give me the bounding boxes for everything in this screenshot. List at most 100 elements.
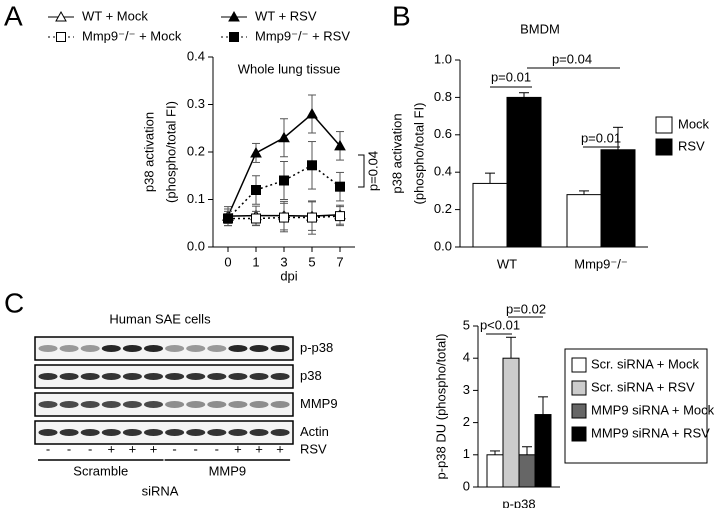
- marker: [229, 32, 239, 42]
- blot-band: [144, 429, 163, 436]
- blot-band: [186, 345, 206, 352]
- y-tick-label: 0.3: [187, 96, 205, 111]
- marker: [279, 212, 289, 223]
- lane-sign: -: [67, 441, 71, 456]
- blot-band: [101, 429, 121, 436]
- y-tick-label: 2: [463, 414, 470, 429]
- lane-sign: +: [276, 441, 284, 456]
- y-tick-label: 0: [463, 478, 470, 493]
- y-tick-label: 0.0: [434, 238, 452, 253]
- blot-band: [186, 429, 206, 436]
- blot-row-label: p38: [300, 368, 322, 383]
- x-tick-label: 1: [252, 254, 259, 269]
- blot-band: [165, 345, 185, 352]
- y-tick-label: 0.4: [434, 164, 452, 179]
- legend-label: Mock: [678, 116, 710, 131]
- annotation: p=0.01: [581, 130, 621, 145]
- blot-band: [80, 345, 100, 352]
- blot-band: [122, 401, 142, 408]
- legend-label: WT + Mock: [82, 8, 148, 23]
- legend-label: WT + RSV: [255, 8, 317, 23]
- marker: [251, 185, 261, 195]
- lane-sign: +: [108, 441, 116, 456]
- blot-row-label: Actin: [300, 424, 329, 439]
- blot-band: [101, 401, 121, 408]
- bar: [600, 149, 636, 248]
- y-tick-label: 4: [463, 350, 470, 365]
- legend-label: MMP9 siRNA + RSV: [591, 425, 710, 440]
- blot-band: [38, 429, 58, 436]
- blot-row-label: MMP9: [300, 396, 338, 411]
- blot-band: [249, 345, 269, 352]
- blot-band: [228, 345, 248, 352]
- y-tick-label: 0.4: [187, 48, 205, 63]
- marker: [278, 131, 290, 143]
- lane-sign: +: [234, 441, 242, 456]
- blot-band: [122, 373, 142, 380]
- blot-band: [249, 429, 269, 436]
- blot-band: [122, 345, 142, 352]
- blot-band: [59, 345, 79, 352]
- marker: [334, 139, 346, 151]
- x-tick-label: 7: [336, 254, 343, 269]
- bar: [502, 357, 520, 488]
- marker: [223, 213, 233, 224]
- lane-sign: +: [150, 441, 158, 456]
- lane-sign: -: [88, 441, 92, 456]
- blot-strip: [34, 392, 294, 417]
- legend-swatch: [571, 403, 587, 419]
- legend-swatch: [655, 116, 673, 134]
- blot-band: [38, 401, 58, 408]
- blot-band: [80, 429, 100, 436]
- y-axis-label: (phospho/total FI): [163, 101, 178, 203]
- annotation-bracket: [358, 154, 365, 188]
- blot-band: [59, 373, 79, 380]
- blot-strip: [34, 364, 294, 389]
- legend-swatch: [571, 426, 587, 442]
- blot-band: [38, 373, 58, 380]
- group-label: Scramble: [73, 463, 128, 478]
- annotation: p=0.04: [552, 51, 592, 66]
- blot-band: [207, 429, 227, 436]
- legend-label: Scr. siRNA + RSV: [591, 379, 695, 394]
- blot-band: [144, 401, 163, 408]
- marker: [250, 146, 262, 158]
- blot-band: [207, 401, 227, 408]
- bar: [486, 454, 504, 488]
- blot-band: [144, 373, 163, 380]
- group-axis-label: siRNA: [142, 483, 179, 498]
- blot-band: [101, 345, 121, 352]
- legend-label: Mmp9⁻/⁻ + Mock: [82, 28, 182, 43]
- lane-sign: -: [194, 441, 198, 456]
- annotation: p=0.04: [365, 151, 380, 191]
- legend-box: [564, 348, 708, 464]
- y-axis-label: p38 activation: [141, 112, 156, 192]
- marker: [56, 32, 66, 42]
- x-tick-label: WT: [497, 256, 517, 271]
- lane-sign: +: [129, 441, 137, 456]
- blot-band: [144, 345, 163, 352]
- y-tick-label: 0.2: [434, 201, 452, 216]
- lane-sign: -: [172, 441, 176, 456]
- y-tick-label: 0.8: [434, 89, 452, 104]
- y-tick-label: 3: [463, 382, 470, 397]
- blot-band: [101, 373, 121, 380]
- legend-swatch: [571, 357, 587, 373]
- legend-label: Scr. siRNA + Mock: [591, 356, 699, 371]
- blot-title: Human SAE cells: [109, 311, 211, 326]
- marker: [335, 211, 345, 222]
- blot-band: [80, 373, 100, 380]
- blot-band: [186, 373, 206, 380]
- group-label: MMP9: [209, 463, 247, 478]
- y-axis-label: p-p38 DU (phospho/total): [433, 334, 448, 480]
- x-tick-label: 3: [280, 254, 287, 269]
- blot-band: [228, 429, 248, 436]
- annotation: p=0.01: [491, 69, 531, 84]
- y-tick-label: 1.0: [434, 51, 452, 66]
- y-tick-label: 0.0: [187, 238, 205, 253]
- annotation: p=0.02: [506, 301, 546, 316]
- marker: [251, 213, 261, 224]
- marker: [306, 107, 318, 119]
- y-axis-label: (phospho/total FI): [411, 103, 426, 205]
- blot-band: [207, 345, 227, 352]
